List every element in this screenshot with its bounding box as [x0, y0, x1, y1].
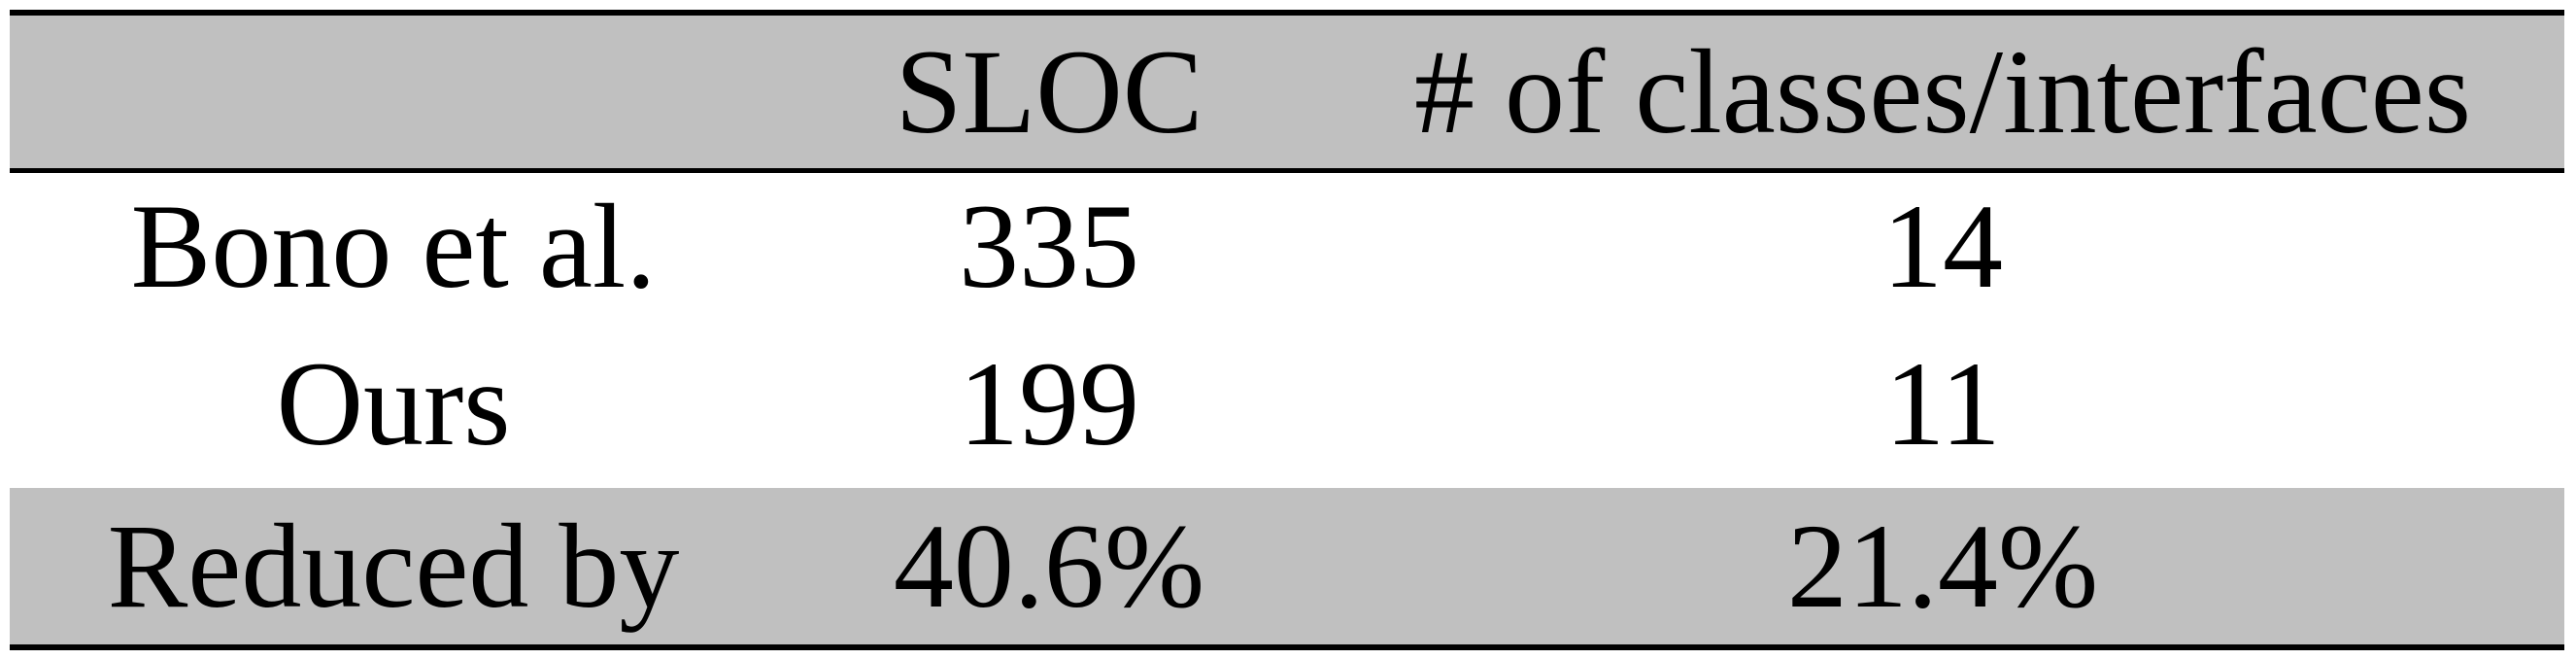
header-cell-empty [10, 16, 777, 168]
sloc-cell: 199 [959, 337, 1139, 470]
classes-cell: 11 [1884, 337, 2001, 470]
bottom-rule [10, 644, 2564, 650]
sloc-reduction-cell: 40.6% [893, 499, 1205, 633]
row-label-cell: Reduced by [107, 499, 680, 633]
row-label-cell: Bono et al. [130, 180, 657, 313]
sloc-cell: 335 [959, 180, 1139, 313]
classes-reduction-cell: 21.4% [1786, 499, 2099, 633]
top-rule [10, 10, 2564, 16]
classes-cell: 14 [1882, 180, 2003, 313]
row-label-cell: Ours [276, 337, 511, 470]
header-cell-sloc: SLOC [895, 24, 1203, 158]
table-row: Bono et al. 335 14 [10, 173, 2564, 321]
table-row-reduction: Reduced by 40.6% 21.4% [10, 488, 2564, 644]
header-rule [10, 168, 2564, 173]
table-row: Ours 199 11 [10, 321, 2564, 488]
table-header-row: SLOC # of classes/interfaces [10, 16, 2564, 168]
header-cell-classes-interfaces: # of classes/interfaces [1414, 24, 2471, 158]
